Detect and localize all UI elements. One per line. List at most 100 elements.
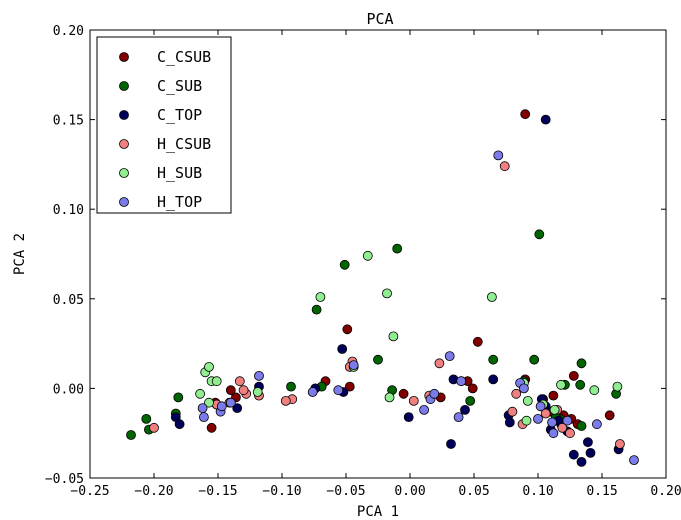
data-point-h-sub — [211, 376, 222, 387]
data-point-h-top — [533, 413, 543, 424]
data-point-c-sub — [576, 358, 587, 369]
data-point-c-sub — [576, 421, 587, 431]
data-point-c-top — [232, 403, 243, 414]
legend-label-h-sub: H_SUB — [157, 164, 202, 182]
y-tick-label: 0.00 — [53, 382, 84, 397]
data-point-c-top — [576, 456, 587, 467]
x-tick-label: 0.20 — [650, 484, 681, 499]
data-point-h-sub — [612, 381, 623, 392]
data-point-h-sub — [522, 395, 533, 406]
x-axis-label: PCA 1 — [357, 504, 399, 520]
data-point-h-top — [225, 397, 236, 408]
data-point-h-top — [456, 376, 467, 387]
data-point-c-sub — [465, 395, 476, 406]
x-axis-ticks: −0.25 −0.20 −0.15 −0.10 −0.05 0.00 0.05 0.10 0.1… — [70, 30, 681, 499]
data-point-c-top — [488, 374, 499, 385]
data-point-h-top — [519, 383, 529, 394]
legend-label-h-top: H_TOP — [157, 193, 202, 211]
data-point-h-sub — [384, 392, 395, 403]
x-tick-label: 0.10 — [522, 484, 553, 499]
data-point-h-sub — [556, 379, 566, 390]
data-point-c-csub — [472, 336, 483, 347]
data-point-c-csub — [467, 383, 478, 394]
data-point-h-csub — [511, 388, 522, 399]
data-point-h-csub — [234, 376, 245, 387]
data-point-c-csub — [398, 388, 409, 399]
data-point-c-sub — [311, 304, 322, 315]
data-point-h-top — [333, 385, 344, 396]
data-point-h-sub — [204, 397, 214, 408]
data-point-h-sub — [486, 292, 497, 302]
data-point-h-csub — [434, 358, 445, 369]
data-point-h-csub — [499, 161, 510, 172]
data-point-c-sub — [529, 354, 540, 365]
data-point-h-csub — [507, 406, 518, 417]
data-point-c-top — [568, 449, 579, 460]
data-point-h-sub — [195, 388, 206, 399]
data-point-h-csub — [557, 422, 568, 433]
x-tick-label: 0.15 — [586, 484, 617, 499]
x-tick-label: −0.10 — [262, 484, 301, 499]
data-point-c-top — [174, 419, 185, 430]
data-point-h-sub — [388, 331, 399, 342]
x-tick-label: 0.05 — [458, 484, 489, 499]
data-point-h-csub — [238, 385, 249, 396]
legend-marker-c-csub — [119, 52, 129, 62]
data-point-h-top — [307, 387, 318, 397]
data-point-h-top — [429, 388, 440, 399]
data-point-c-top — [403, 412, 414, 423]
x-tick-label: −0.20 — [134, 484, 173, 499]
legend-label-c-sub: C_SUB — [157, 77, 202, 95]
data-point-h-top — [453, 412, 464, 423]
legend-marker-h-csub — [119, 139, 129, 149]
data-point-h-top — [547, 417, 557, 428]
data-point-c-sub — [575, 379, 586, 390]
data-point-h-csub — [565, 428, 575, 439]
data-point-c-sub — [488, 354, 499, 365]
data-point-h-top — [348, 360, 359, 371]
data-point-h-csub — [149, 422, 159, 433]
legend-marker-h-top — [119, 197, 129, 207]
plot-points-layer — [126, 109, 639, 467]
data-point-c-sub — [286, 381, 296, 392]
legend: C_CSUB C_SUB C_TOP H_CSUB H_SUB H_TOP — [96, 36, 232, 214]
legend-label-c-top: C_TOP — [157, 106, 202, 124]
data-point-h-csub — [280, 395, 291, 406]
data-point-c-sub — [339, 259, 350, 270]
data-point-h-sub — [549, 404, 560, 415]
data-point-c-top — [337, 344, 348, 354]
data-point-h-top — [592, 419, 602, 430]
x-tick-label: −0.25 — [70, 484, 109, 499]
data-point-c-csub — [568, 370, 579, 381]
x-tick-label: −0.05 — [326, 484, 365, 499]
data-point-h-sub — [382, 288, 392, 299]
data-point-h-csub — [540, 408, 551, 419]
data-point-h-sub — [521, 415, 532, 426]
data-point-c-top — [540, 114, 551, 125]
y-tick-label: −0.05 — [45, 472, 84, 487]
data-point-c-sub — [126, 430, 136, 440]
data-point-h-csub — [408, 395, 419, 406]
legend-marker-h-sub — [119, 168, 129, 178]
data-point-h-top — [216, 401, 227, 412]
data-point-c-top — [585, 447, 596, 458]
y-tick-label: 0.15 — [53, 114, 84, 129]
y-tick-label: 0.10 — [53, 203, 84, 218]
data-point-h-csub — [615, 439, 625, 449]
legend-label-h-csub: H_CSUB — [157, 135, 211, 153]
legend-box — [96, 36, 232, 214]
data-point-h-top — [548, 428, 559, 439]
data-point-h-sub — [589, 385, 600, 396]
data-point-c-csub — [342, 324, 353, 335]
data-point-h-top — [254, 370, 264, 381]
data-point-h-sub — [315, 292, 326, 302]
legend-marker-c-top — [119, 110, 129, 120]
data-point-h-top — [629, 455, 639, 466]
data-point-c-sub — [141, 413, 152, 424]
data-point-c-sub — [392, 243, 403, 254]
y-axis-ticks: −0.05 0.00 0.05 0.10 0.15 0.20 — [45, 24, 666, 487]
data-point-c-top — [504, 417, 515, 428]
data-point-c-sub — [534, 229, 545, 240]
data-point-c-csub — [225, 385, 236, 396]
y-tick-label: 0.20 — [53, 24, 84, 39]
